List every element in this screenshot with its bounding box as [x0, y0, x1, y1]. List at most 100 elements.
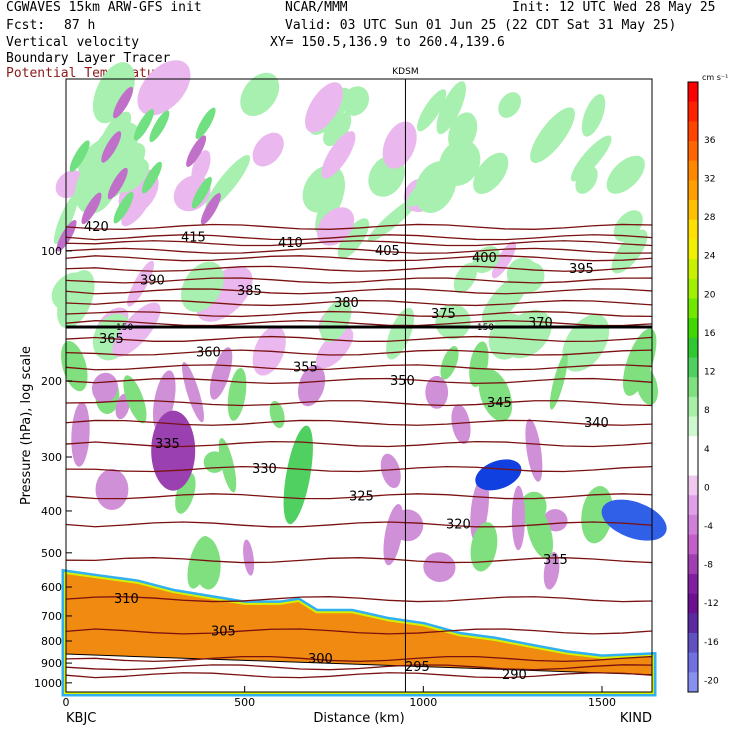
xy-range: XY= 150.5,136.9 to 260.4,139.6 — [270, 35, 505, 50]
below-ground — [66, 654, 652, 692]
x-tick-label: 500 — [234, 696, 255, 709]
theta-contour-label: 340 — [584, 416, 609, 431]
velocity-cell — [423, 552, 456, 582]
theta-contour-line — [65, 465, 653, 473]
velocity-cell — [525, 418, 543, 482]
fcst-value: 87 h — [64, 18, 96, 33]
theta-contour-label: 385 — [237, 284, 262, 299]
velocity-cell — [112, 302, 161, 357]
valid-time: Valid: 03 UTC Sun 01 Jun 25 (22 CDT Sat … — [285, 18, 677, 33]
colorbar-swatch — [688, 396, 698, 418]
velocity-cell — [491, 241, 517, 279]
init-time: Init: 12 UTC Wed 28 May 25 — [512, 0, 716, 15]
tropopause-label: 150 — [116, 323, 133, 333]
ground-line — [65, 653, 653, 677]
theta-contour-label: 410 — [278, 236, 303, 251]
theta-contour-line — [65, 223, 653, 230]
theta-contour-line — [65, 596, 653, 603]
velocity-cell — [315, 327, 354, 369]
theta-contour-label: 390 — [140, 273, 165, 288]
theta-contour-label: 305 — [211, 624, 236, 639]
theta-contour-line — [65, 240, 653, 247]
x-tick-label: 1500 — [588, 696, 616, 709]
velocity-cell — [95, 469, 129, 511]
colorbar-swatch — [688, 455, 698, 477]
velocity-cell — [123, 375, 147, 424]
y-tick-label: 500 — [41, 547, 62, 560]
colorbar-swatch — [688, 259, 698, 280]
tropopause-label: 150 — [477, 323, 494, 333]
velocity-cell — [530, 107, 575, 163]
x-axis-ticks: 0 500 1000 1500 — [63, 686, 616, 709]
x-tick-label: 0 — [63, 696, 70, 709]
velocity-cell — [92, 62, 135, 124]
colorbar-swatch — [688, 436, 698, 457]
colorbar-swatch — [688, 239, 698, 260]
theta-contour-label: 325 — [349, 489, 374, 504]
theta-contour-line — [65, 557, 653, 564]
colorbar-swatch — [688, 672, 698, 693]
theta-contour-line — [65, 655, 653, 663]
theta-contour-line — [65, 419, 653, 426]
colorbar-swatch — [688, 141, 698, 162]
theta-contour-line — [65, 234, 653, 241]
velocity-cell — [323, 112, 352, 147]
velocity-cell — [417, 89, 447, 132]
velocity-cell — [91, 372, 118, 403]
y-tick-label: 600 — [41, 581, 62, 594]
theta-contour-line — [65, 440, 653, 448]
velocity-cell — [305, 82, 343, 133]
colorbar-swatch — [688, 160, 698, 181]
colorbar-swatch — [688, 514, 698, 536]
theta-contour-label: 360 — [196, 346, 221, 361]
velocity-cell — [622, 328, 657, 396]
x-tick-label: 1000 — [409, 696, 437, 709]
colorbar-swatch — [688, 495, 698, 516]
velocity-cell — [601, 499, 667, 541]
velocity-cell — [581, 486, 613, 544]
velocity-cell — [115, 158, 149, 193]
theta-contour-line — [65, 265, 653, 272]
theta-contour-line — [65, 628, 653, 635]
velocity-cell — [549, 352, 568, 410]
velocity-cell — [182, 362, 204, 423]
velocity-cell — [302, 165, 345, 213]
velocity-cell — [518, 491, 547, 526]
y-tick-label: 100 — [41, 245, 62, 258]
velocity-cell — [435, 304, 471, 340]
velocity-cell — [181, 261, 224, 312]
theta-contour-line — [65, 672, 653, 679]
velocity-cell — [200, 193, 221, 225]
velocity-cell — [81, 192, 102, 225]
velocity-cell — [297, 365, 326, 407]
theta-contour-line — [65, 335, 653, 343]
theta-contour-label: 405 — [375, 244, 400, 259]
colorbar-tick-label: -8 — [704, 561, 713, 571]
velocity-cell — [453, 262, 478, 294]
velocity-cell — [141, 161, 162, 194]
colorbar-swatch — [688, 573, 698, 595]
velocity-cell — [575, 166, 598, 194]
colorbar-swatch — [688, 613, 698, 634]
velocity-cell — [498, 92, 522, 118]
theta-contour-label: 420 — [84, 220, 109, 235]
colorbar-tick-label: 28 — [704, 213, 716, 223]
velocity-cell — [127, 260, 155, 307]
velocity-cell — [196, 266, 253, 322]
velocity-cell — [115, 393, 130, 420]
colorbar-unit: cm s⁻¹ — [702, 73, 728, 82]
colorbar-tick-label: 12 — [704, 368, 715, 378]
theta-contour-label: 395 — [569, 262, 594, 277]
colorbar: 36 32 28 24 20 16 12 8 4 0 -4 -8 -12 -16 -20 — [687, 81, 719, 693]
y-tick-label: 700 — [41, 610, 62, 623]
velocity-cell — [543, 551, 560, 590]
velocity-cell — [149, 110, 170, 142]
theta-contour-line — [65, 364, 653, 371]
velocity-cell — [440, 346, 459, 380]
velocity-cell — [448, 112, 478, 153]
colorbar-swatch — [688, 357, 698, 378]
colorbar-tick-label: 0 — [704, 483, 710, 493]
colorbar-swatch — [688, 219, 698, 240]
theta-contour-label: 320 — [446, 518, 471, 533]
